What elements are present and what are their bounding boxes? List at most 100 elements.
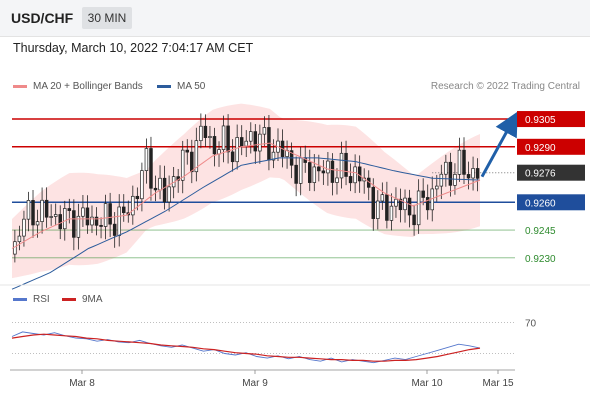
candle-body bbox=[212, 136, 217, 155]
candle-body bbox=[457, 149, 462, 175]
candle-body bbox=[149, 148, 153, 189]
candle-body bbox=[444, 161, 448, 175]
credit-text: Research © 2022 Trading Central bbox=[430, 81, 580, 92]
candle-body bbox=[72, 210, 76, 238]
candle-body bbox=[144, 148, 149, 171]
candle-body bbox=[294, 164, 298, 184]
candle-body bbox=[335, 177, 339, 183]
candle-body bbox=[108, 203, 112, 225]
candle-body bbox=[462, 149, 466, 175]
candle-body bbox=[85, 207, 90, 226]
candle-body bbox=[103, 203, 108, 227]
candle-body bbox=[203, 125, 208, 138]
x-tick-label-Mar-8: Mar 8 bbox=[69, 378, 95, 389]
candle-body bbox=[94, 216, 99, 226]
legend-rsi-label: RSI bbox=[33, 294, 50, 305]
candle-body bbox=[17, 235, 22, 243]
candle-body bbox=[317, 166, 321, 172]
candle-body bbox=[226, 125, 230, 153]
candle-body bbox=[421, 190, 425, 198]
candle-body bbox=[344, 152, 348, 177]
candle-body bbox=[49, 216, 53, 218]
candle-body bbox=[326, 160, 330, 174]
candle-body bbox=[249, 131, 253, 142]
candle-body bbox=[194, 140, 199, 173]
legend-swatch-rsi-ma bbox=[62, 297, 76, 301]
candle-body bbox=[389, 205, 394, 221]
candle-body bbox=[117, 206, 121, 236]
candle-body bbox=[466, 174, 471, 179]
candle-body bbox=[435, 185, 439, 190]
projection-arrow bbox=[480, 111, 518, 178]
legend-rsi-ma-label: 9MA bbox=[82, 294, 103, 305]
legend-swatch-ma50 bbox=[157, 84, 171, 88]
candle-body bbox=[407, 197, 412, 216]
price-label-0.9260: 0.9260 bbox=[525, 198, 556, 209]
candle-body bbox=[221, 125, 226, 150]
candle-body bbox=[158, 177, 162, 191]
candle-body bbox=[167, 186, 171, 203]
legend-rsi: RSI bbox=[13, 294, 50, 305]
price-label-box-0.9276 bbox=[517, 164, 585, 181]
legend-swatch-ma20 bbox=[13, 84, 27, 88]
candle-body bbox=[153, 187, 158, 191]
legend-swatch-rsi bbox=[13, 297, 27, 301]
candle-body bbox=[308, 162, 312, 183]
candle-body bbox=[475, 168, 480, 179]
candle-body bbox=[348, 176, 353, 184]
candle-body bbox=[425, 197, 430, 211]
x-tick-label-Mar-9: Mar 9 bbox=[242, 378, 268, 389]
price-label-box-0.9290 bbox=[517, 138, 585, 155]
price-label-box-0.9260 bbox=[517, 194, 585, 211]
candle-body bbox=[190, 151, 194, 173]
x-tick-label-Mar-15: Mar 15 bbox=[482, 378, 514, 389]
candle-body bbox=[185, 149, 190, 153]
rsi-series-9MA bbox=[11, 333, 481, 362]
rsi-tick-70: 70 bbox=[525, 319, 537, 330]
candle-body bbox=[235, 137, 239, 163]
candle-body bbox=[439, 173, 444, 187]
candle-body bbox=[40, 199, 44, 222]
candle-body bbox=[31, 200, 35, 226]
timestamp: Thursday, March 10, 2022 7:04:17 AM CET bbox=[13, 41, 254, 55]
candle-body bbox=[271, 151, 276, 161]
candle-body bbox=[180, 149, 185, 181]
candle-body bbox=[339, 152, 344, 179]
timeframe-button[interactable]: 30 MIN bbox=[82, 7, 132, 29]
legend-rsi-ma: 9MA bbox=[62, 294, 103, 305]
candle-body bbox=[448, 161, 453, 186]
candle-body bbox=[81, 207, 85, 217]
candle-body bbox=[90, 216, 94, 226]
candle-body bbox=[26, 200, 31, 220]
price-label-0.9245: 0.9245 bbox=[525, 226, 556, 237]
candle-body bbox=[131, 195, 135, 216]
candle-body bbox=[135, 195, 140, 200]
price-label-0.9305: 0.9305 bbox=[525, 115, 556, 126]
chart-header: USD/CHF 30 MIN bbox=[0, 0, 590, 37]
candle-body bbox=[230, 151, 235, 163]
rsi-series-RSI bbox=[11, 331, 481, 364]
price-label-0.9276: 0.9276 bbox=[525, 169, 556, 180]
candle-body bbox=[22, 218, 26, 237]
legend-ma20-label: MA 20 + Bollinger Bands bbox=[33, 81, 143, 92]
candle-body bbox=[99, 224, 103, 227]
candle-body bbox=[76, 215, 81, 238]
candle-body bbox=[330, 160, 335, 183]
candle-body bbox=[58, 214, 62, 230]
candle-body bbox=[35, 221, 40, 226]
price-label-box-0.9305 bbox=[517, 111, 585, 128]
candle-body bbox=[239, 137, 244, 147]
candle-body bbox=[353, 166, 357, 184]
candle-body bbox=[262, 127, 267, 135]
candle-body bbox=[416, 190, 421, 226]
price-label-0.9230: 0.9230 bbox=[525, 254, 556, 265]
candle-body bbox=[112, 223, 117, 236]
candle-body bbox=[412, 214, 416, 226]
legend-ma20-bb: MA 20 + Bollinger Bands bbox=[13, 81, 143, 92]
candle-body bbox=[67, 208, 72, 211]
ma50-line bbox=[11, 157, 481, 290]
candle-body bbox=[121, 206, 126, 214]
candle-body bbox=[298, 157, 303, 184]
ma20-line bbox=[11, 142, 481, 249]
